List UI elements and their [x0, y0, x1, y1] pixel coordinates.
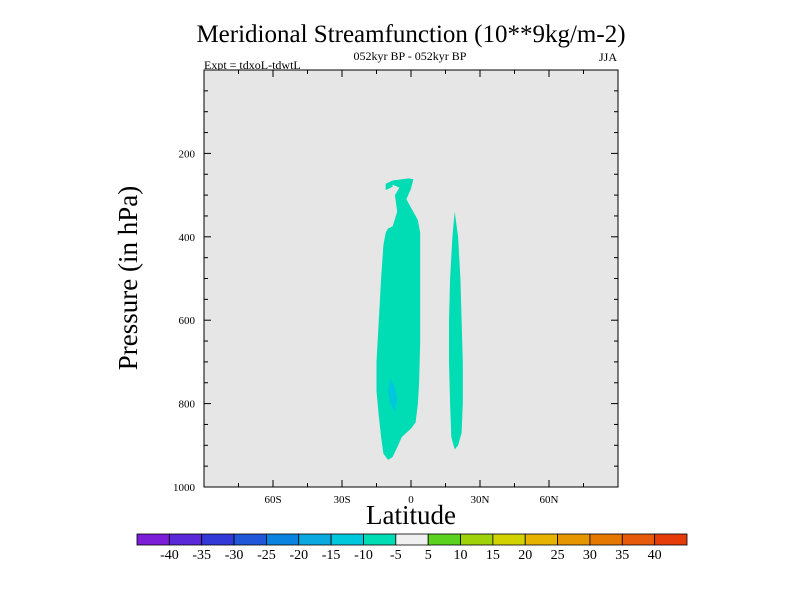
colorbar-label: 35 — [615, 548, 629, 563]
y-tick-label: 400 — [179, 232, 196, 244]
contour-region-0 — [376, 178, 421, 460]
colorbar-label: -20 — [289, 548, 308, 563]
colorbar: -40 -35 -30 -25 -20 -15 -10 -5 5 10 15 20 25 30 35 40 — [136, 533, 688, 563]
colorbar-label: 5 — [425, 548, 432, 563]
x-tick-label: 60S — [264, 494, 281, 506]
contour-region-1 — [385, 180, 393, 191]
colorbar-swatch — [201, 533, 235, 546]
colorbar-label: 15 — [486, 548, 500, 563]
colorbar-label: -40 — [160, 548, 179, 563]
x-tick-label: 30S — [333, 494, 350, 506]
colorbar-swatch — [621, 533, 656, 546]
y-axis-label: Pressure (in hPa) — [113, 186, 143, 370]
colorbar-swatch — [363, 533, 397, 546]
colorbar-swatch — [492, 533, 526, 546]
colorbar-label: -15 — [322, 548, 341, 563]
chart-subtitle-right: JJA — [599, 50, 617, 64]
x-axis-label: Latitude — [366, 500, 456, 530]
colorbar-swatch — [298, 533, 332, 546]
colorbar-swatch — [395, 533, 429, 546]
colorbar-swatch — [136, 533, 170, 546]
axis-ticks: 60S 30S 0 30N 60N 200 400 600 800 1000 — [173, 70, 618, 506]
chart-subtitle-left: Expt = tdxoL-tdwtL — [204, 58, 301, 72]
colorbar-label: 40 — [648, 548, 662, 563]
colorbar-swatch — [266, 533, 300, 546]
colorbar-swatch — [168, 533, 203, 546]
x-tick-label: 60N — [540, 494, 559, 506]
colorbar-label: -10 — [354, 548, 373, 563]
colorbar-label: -5 — [390, 548, 402, 563]
colorbar-label: 10 — [454, 548, 468, 563]
y-tick-label: 600 — [179, 315, 196, 327]
colorbar-label: -35 — [192, 548, 211, 563]
contour-layer — [376, 178, 463, 460]
colorbar-swatch — [233, 533, 267, 546]
colorbar-label: -30 — [225, 548, 244, 563]
chart-subtitle-center: 052kyr BP - 052kyr BP — [354, 49, 467, 63]
colorbar-label: 25 — [551, 548, 565, 563]
colorbar-label: -25 — [257, 548, 276, 563]
y-tick-label: 800 — [179, 399, 196, 411]
chart-title: Meridional Streamfunction (10**9kg/m-2) — [196, 21, 625, 48]
y-tick-label: 1000 — [173, 482, 196, 494]
colorbar-swatch — [589, 533, 623, 546]
colorbar-swatch — [330, 533, 364, 546]
colorbar-swatch — [427, 533, 461, 546]
y-tick-label: 200 — [179, 148, 196, 160]
contour-region-3 — [388, 378, 398, 412]
colorbar-swatch — [557, 533, 591, 546]
x-tick-label: 30N — [471, 494, 490, 506]
colorbar-label: 30 — [583, 548, 597, 563]
colorbar-label: 20 — [518, 548, 532, 563]
x-tick-label: 0 — [408, 494, 414, 506]
colorbar-swatch — [654, 533, 688, 546]
colorbar-swatch — [460, 533, 494, 546]
colorbar-swatch — [524, 533, 558, 546]
contour-region-2 — [449, 211, 463, 450]
